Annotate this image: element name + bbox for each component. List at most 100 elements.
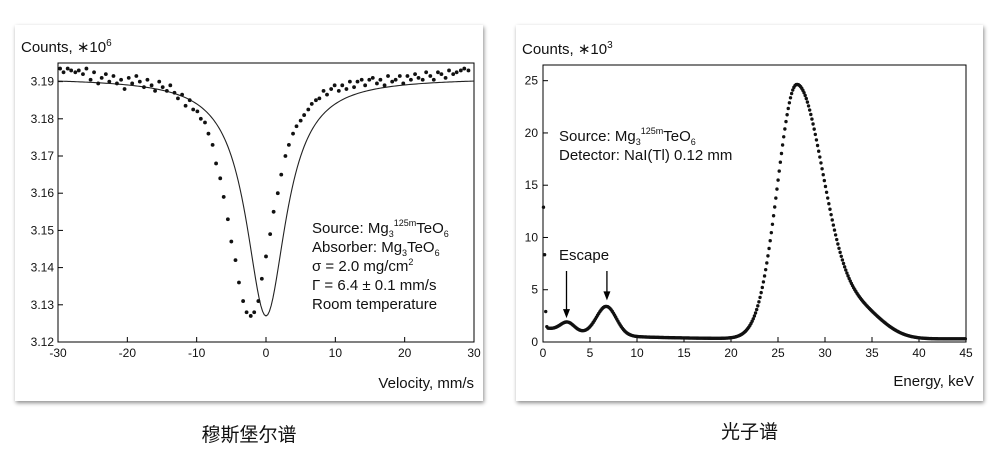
data-point [119, 77, 123, 82]
data-point [122, 87, 127, 91]
data-point [92, 70, 96, 75]
data-point [401, 81, 406, 86]
data-point [259, 276, 264, 281]
x-tick-label-9: 45 [959, 346, 973, 360]
data-point [824, 190, 829, 195]
data-point [352, 85, 356, 90]
data-point [271, 209, 276, 214]
data-point [544, 309, 548, 314]
data-point [777, 169, 781, 173]
y-tick-label-0: 3.12 [31, 335, 55, 349]
data-point [176, 96, 180, 101]
data-point [466, 68, 471, 73]
data-point [782, 135, 786, 139]
data-point [286, 142, 291, 147]
data-point [340, 83, 345, 88]
experiment-annotation: Source: Mg3125mTeO6 Detector: NaI(Tl) 0.… [559, 126, 732, 264]
data-point [180, 92, 185, 97]
data-point [99, 75, 104, 80]
data-point [823, 184, 828, 189]
data-point [451, 72, 456, 77]
data-point [279, 172, 284, 177]
y-tick-label-3: 15 [525, 178, 539, 192]
data-point [370, 75, 375, 80]
data-point [765, 261, 769, 265]
data-point [317, 96, 322, 101]
x-axis-label: Velocity, mm/s [378, 375, 474, 392]
data-point [214, 161, 218, 166]
y-tick-label-5: 3.17 [31, 149, 55, 163]
data-point [88, 77, 93, 82]
data-point [803, 93, 807, 98]
data-point [752, 314, 757, 318]
data-point [836, 242, 840, 246]
data-point [405, 74, 410, 78]
data-point [416, 75, 421, 80]
data-point [784, 119, 788, 124]
data-point [830, 218, 834, 222]
data-point [225, 217, 230, 222]
data-point [773, 205, 777, 209]
data-point [431, 77, 436, 82]
x-tick-label-5: 25 [771, 346, 785, 360]
data-point [115, 81, 119, 86]
y-tick-label-3: 3.15 [31, 223, 55, 237]
data-point [268, 232, 273, 237]
data-point [397, 74, 402, 78]
data-point [822, 178, 827, 183]
data-point [462, 66, 467, 71]
data-point [813, 132, 818, 137]
absorber-line: Absorber: Mg3TeO6 [312, 239, 440, 258]
y-tick-label-2: 3.14 [31, 261, 55, 275]
data-point [770, 222, 775, 227]
data-point [96, 81, 101, 86]
data-point [244, 310, 249, 315]
data-point [774, 196, 778, 200]
photon-chart: 0 5 10 15 20 25 30 35 40 45 0 5 10 15 20 25 Counts, ∗10… [522, 40, 974, 390]
data-point [807, 108, 812, 112]
x-tick-label-4: 10 [329, 346, 343, 360]
data-point [759, 290, 763, 295]
data-point [73, 70, 78, 75]
mossbauer-chart: -30 -20 -10 0 10 20 30 3.12 3.13 3.14 3.15 3.16 3.17… [21, 38, 481, 392]
data-point [542, 253, 547, 257]
data-point [325, 92, 329, 97]
escape-label: Escape [559, 247, 609, 264]
data-point [157, 79, 162, 84]
x-tick-label-7: 35 [865, 346, 879, 360]
data-point [751, 317, 755, 321]
data-point [757, 300, 761, 304]
data-point [818, 155, 822, 159]
data-point [252, 310, 257, 315]
data-point [811, 122, 815, 126]
data-point [329, 87, 334, 91]
data-point [963, 337, 968, 341]
data-point [187, 98, 192, 103]
data-point [840, 258, 845, 262]
y-tick-label-4: 20 [525, 126, 539, 140]
data-point [815, 143, 820, 148]
y-axis-label: Counts, ∗103 [522, 40, 613, 58]
plot-frame [542, 64, 967, 343]
x-tick-label-0: 0 [540, 346, 547, 360]
data-point [804, 96, 808, 101]
data-point [160, 85, 165, 90]
caption-mossbauer: 穆斯堡尔谱 [201, 424, 297, 446]
y-axis-exponent: 6 [106, 38, 112, 49]
data-point [802, 91, 806, 95]
y-tick-label-6: 3.18 [31, 112, 55, 126]
data-point [355, 79, 360, 84]
data-point [332, 83, 337, 88]
y-axis-label: Counts, ∗106 [21, 38, 112, 56]
data-point [336, 89, 341, 93]
data-point [359, 77, 364, 82]
data-point [210, 142, 215, 147]
data-point [393, 77, 398, 82]
y-tick-label-5: 25 [525, 74, 539, 88]
data-point [153, 89, 157, 93]
data-point [766, 254, 770, 258]
data-point [817, 149, 821, 153]
data-point [309, 102, 314, 106]
data-point [344, 87, 349, 91]
data-point [842, 265, 847, 269]
